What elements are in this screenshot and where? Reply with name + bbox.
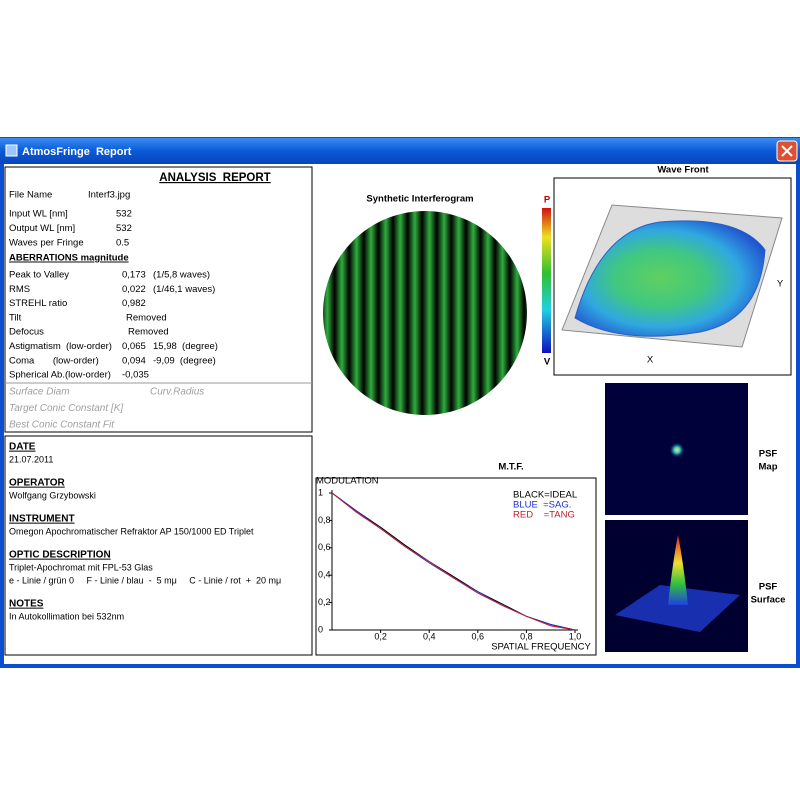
mtf-curve bbox=[331, 492, 576, 631]
psf-label: Map bbox=[759, 462, 778, 473]
note-line: Wolfgang Grzybowski bbox=[9, 490, 96, 500]
interferogram-title: Synthetic Interferogram bbox=[366, 194, 473, 205]
note-line: Omegon Apochromatischer Refraktor AP 150… bbox=[9, 526, 254, 536]
note-line: Triplet-Apochromat mit FPL-53 Glas bbox=[9, 562, 153, 572]
legend-entry: BLUE =SAG. bbox=[513, 500, 571, 511]
field-value: 0.5 bbox=[116, 238, 129, 249]
field-label: Output WL [nm] bbox=[9, 223, 75, 234]
y-tick-label: 0,2 bbox=[318, 597, 331, 607]
x-tick-label: 0,8 bbox=[520, 631, 533, 641]
aberration-label: STREHL ratio bbox=[9, 298, 67, 309]
axis-label: X bbox=[647, 355, 654, 366]
psf-spot bbox=[669, 442, 685, 458]
note-heading: OPTIC DESCRIPTION bbox=[9, 550, 111, 561]
aberration-value: -0,035 bbox=[122, 370, 149, 381]
note-heading: OPERATOR bbox=[9, 478, 66, 489]
y-tick-label: 0,4 bbox=[318, 570, 331, 580]
aberration-label: Spherical Ab.(low-order) bbox=[9, 370, 111, 381]
aberration-extra: -9,09 (degree) bbox=[153, 355, 216, 366]
mtf-box bbox=[315, 477, 597, 656]
y-axis-title: MODULATION bbox=[316, 476, 379, 487]
field-value: 532 bbox=[116, 223, 132, 234]
note-line: In Autokollimation bei 532nm bbox=[9, 611, 124, 621]
x-tick-label: 0,4 bbox=[423, 631, 436, 641]
disabled-label: Best Conic Constant Fit bbox=[9, 420, 115, 431]
scale-bottom: V bbox=[544, 357, 551, 368]
notes-box bbox=[4, 435, 313, 656]
psf-label: Surface bbox=[751, 595, 786, 606]
disabled-value: Curv.Radius bbox=[150, 387, 204, 398]
aberration-label: Coma (low-order) bbox=[9, 355, 99, 366]
field-value: 532 bbox=[116, 209, 132, 220]
legend-entry: RED =TANG bbox=[513, 510, 575, 521]
aberration-value: 0,982 bbox=[122, 298, 146, 309]
note-heading: NOTES bbox=[9, 599, 44, 610]
report-box bbox=[4, 166, 313, 433]
disabled-label: Target Conic Constant [K] bbox=[9, 403, 123, 414]
disabled-label: Surface Diam bbox=[9, 387, 70, 398]
scale-top: P bbox=[544, 195, 551, 206]
note-line: e - Linie / grün 0 F - Linie / blau - 5 … bbox=[9, 575, 281, 585]
y-tick-label: 0,6 bbox=[318, 542, 331, 552]
psf-plane bbox=[615, 585, 740, 632]
report-title: ANALYSIS REPORT bbox=[159, 172, 270, 184]
wavefront-title: Wave Front bbox=[657, 165, 709, 176]
interferogram-image bbox=[323, 211, 527, 415]
y-tick-label: 1 bbox=[318, 487, 323, 497]
note-heading: DATE bbox=[9, 442, 36, 453]
aberration-extra: (1/5,8 waves) bbox=[153, 270, 210, 281]
psf-label: PSF bbox=[759, 582, 778, 593]
aberration-value: Removed bbox=[128, 327, 169, 338]
mtf-title: M.T.F. bbox=[498, 462, 523, 473]
aberration-label: RMS bbox=[9, 284, 30, 295]
aberration-label: Peak to Valley bbox=[9, 270, 69, 281]
aberration-extra: (1/46,1 waves) bbox=[153, 284, 215, 295]
x-tick-label: 0,2 bbox=[374, 631, 387, 641]
field-label: Input WL [nm] bbox=[9, 209, 68, 220]
note-heading: INSTRUMENT bbox=[9, 514, 75, 525]
color-scale bbox=[542, 208, 551, 353]
aberration-value: 0,065 bbox=[122, 341, 146, 352]
note-line: 21.07.2011 bbox=[9, 454, 53, 464]
app-icon bbox=[5, 144, 18, 157]
window-title: AtmosFringe Report bbox=[22, 146, 132, 158]
y-tick-label: 0,8 bbox=[318, 515, 331, 525]
aberration-label: Defocus bbox=[9, 327, 44, 338]
title-bar bbox=[0, 138, 800, 164]
aberration-value: 0,094 bbox=[122, 355, 146, 366]
close-button[interactable] bbox=[776, 140, 798, 162]
field-label: Waves per Fringe bbox=[9, 238, 84, 249]
wavefront-surface bbox=[561, 204, 783, 348]
aberration-label: Astigmatism (low-order) bbox=[9, 341, 112, 352]
x-axis-title: SPATIAL FREQUENCY bbox=[491, 642, 591, 653]
section-heading: ABERRATIONS magnitude bbox=[9, 253, 129, 264]
aberration-value: 0,173 bbox=[122, 270, 146, 281]
aberration-value: 0,022 bbox=[122, 284, 146, 295]
aberration-label: Tilt bbox=[9, 312, 22, 323]
psf-label: PSF bbox=[759, 449, 778, 460]
x-tick-label: 0,6 bbox=[472, 631, 485, 641]
aberration-value: Removed bbox=[126, 312, 167, 323]
field-label: File Name bbox=[9, 190, 52, 201]
legend-entry: BLACK=IDEAL bbox=[513, 490, 577, 501]
psf-peak bbox=[668, 535, 688, 605]
aberration-extra: 15,98 (degree) bbox=[153, 341, 218, 352]
field-value: Interf3.jpg bbox=[88, 190, 130, 201]
y-tick-label: 0 bbox=[318, 624, 323, 634]
x-tick-label: 1,0 bbox=[569, 631, 582, 641]
axis-label: Y bbox=[777, 279, 784, 290]
